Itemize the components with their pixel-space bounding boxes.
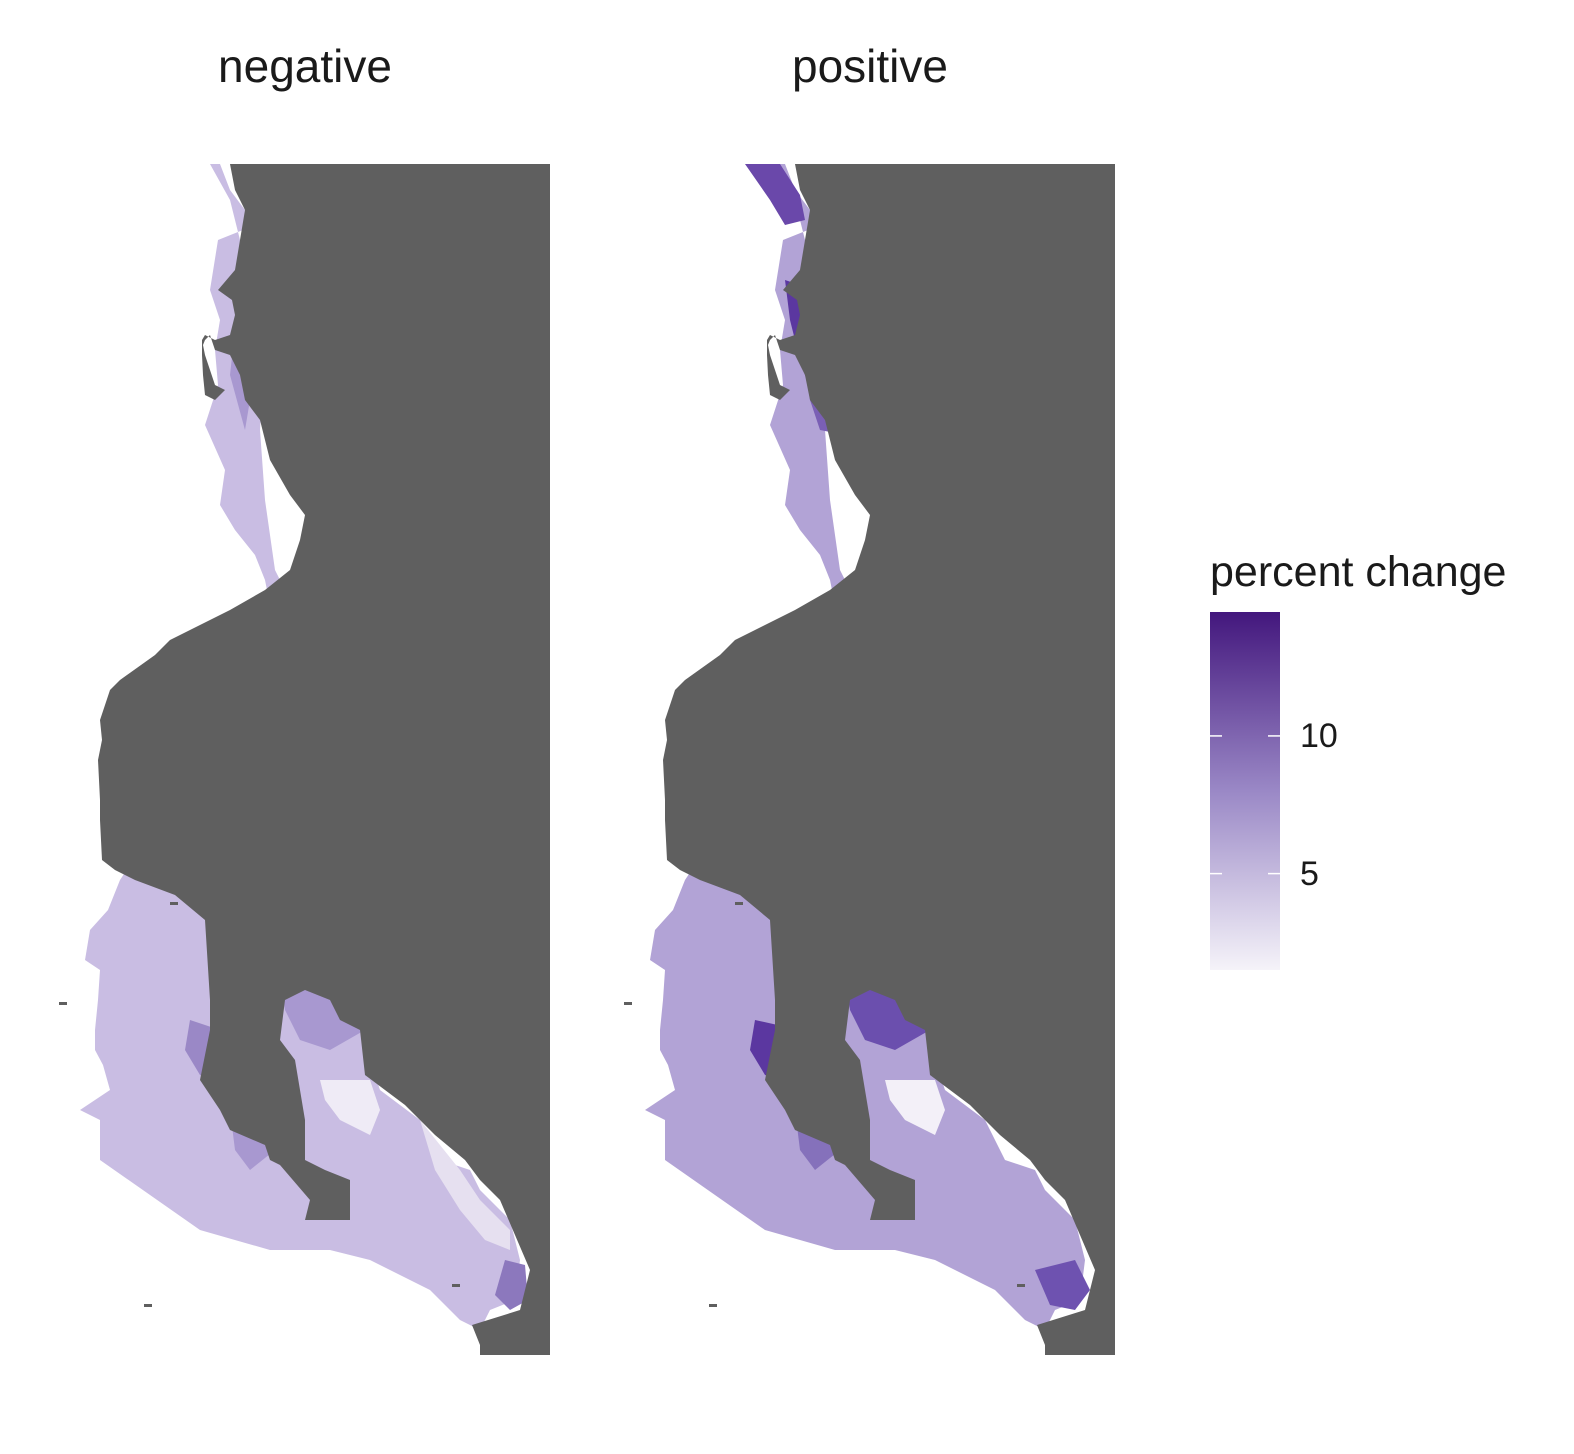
map-stray-mark bbox=[452, 1284, 460, 1287]
panel-title-negative: negative bbox=[218, 40, 392, 92]
map-stray-mark bbox=[624, 1002, 632, 1005]
map-stray-mark bbox=[170, 902, 178, 905]
map-stray-mark bbox=[144, 1304, 152, 1307]
map-stray-mark bbox=[59, 1002, 67, 1005]
legend-tick-label: 5 bbox=[1300, 854, 1319, 893]
legend-colorbar bbox=[1210, 612, 1280, 970]
map-stray-mark bbox=[709, 1304, 717, 1307]
legend-title: percent change bbox=[1210, 548, 1507, 596]
panel-title-positive: positive bbox=[792, 40, 948, 92]
map-stray-mark bbox=[1017, 1284, 1025, 1287]
map-stray-mark bbox=[735, 902, 743, 905]
legend-tick-label: 10 bbox=[1300, 716, 1338, 755]
land-mass bbox=[98, 164, 550, 1355]
map-panel-negative bbox=[59, 164, 550, 1355]
map-panel-positive bbox=[624, 164, 1115, 1355]
land-mass bbox=[663, 164, 1115, 1355]
